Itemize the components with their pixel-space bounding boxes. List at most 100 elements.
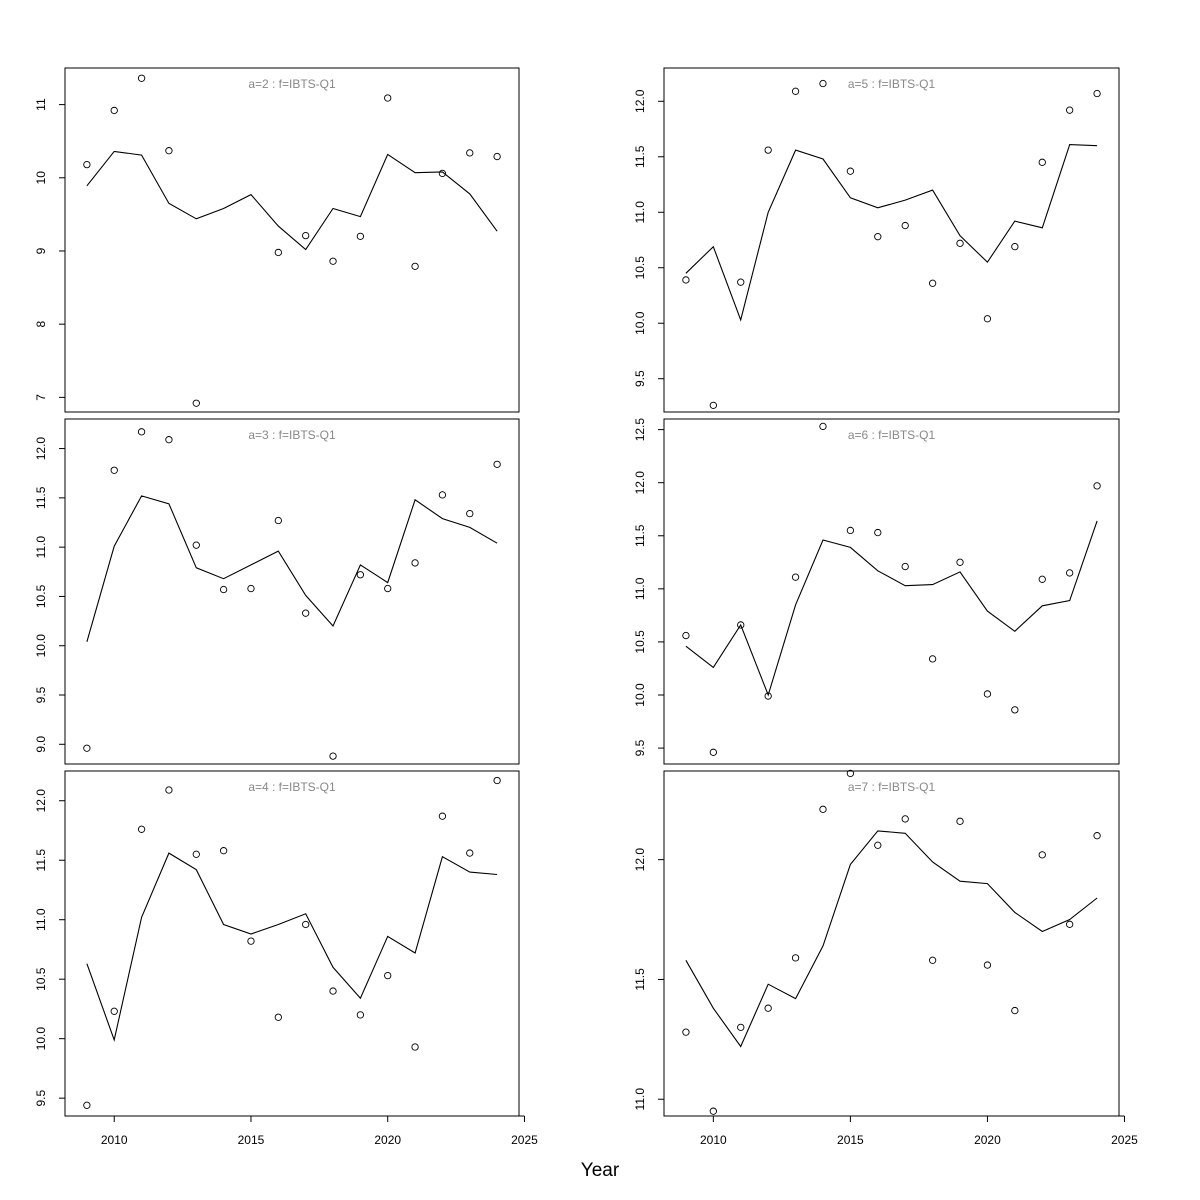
y-tick-label: 10 [34, 171, 48, 185]
observed-point [411, 1043, 419, 1051]
observed-point [329, 752, 337, 760]
y-tick-label: 12.0 [633, 848, 647, 872]
observed-point [764, 1004, 772, 1012]
observed-point [110, 466, 118, 474]
observed-point [466, 509, 474, 518]
x-tick-label: 2015 [837, 1133, 864, 1147]
observed-point [737, 278, 745, 286]
observed-point [682, 1028, 690, 1036]
plot-frame [64, 67, 520, 413]
observed-point [1038, 575, 1046, 583]
y-tick-label: 9.5 [633, 739, 647, 756]
observed-point [137, 428, 146, 436]
y-tick-label: 9.5 [633, 370, 647, 387]
y-tick-label: 8 [34, 321, 48, 328]
observed-point [1066, 106, 1074, 114]
observed-point [764, 146, 772, 154]
observed-point [192, 399, 200, 407]
y-tick-label: 11.5 [633, 968, 647, 991]
observed-point [928, 956, 937, 964]
observed-point [356, 571, 365, 579]
observed-point [302, 920, 310, 929]
panel-2: a=5 : f=IBTS-Q1 9.5 10.0 10.5 11.0 11.5 12.0 [633, 67, 1120, 413]
observed-point [983, 315, 992, 323]
observed-point [165, 786, 173, 794]
panel-title: a=4 : f=IBTS-Q1 [248, 780, 336, 794]
observed-point [274, 516, 282, 525]
observed-point [411, 559, 419, 567]
y-tick-label: 11.5 [34, 486, 48, 509]
observed-point [219, 585, 228, 594]
observed-point [901, 221, 909, 230]
observed-point [737, 1023, 745, 1032]
panel-title: a=5 : f=IBTS-Q1 [848, 77, 936, 91]
y-tick-label: 9 [34, 247, 48, 254]
observed-point [928, 655, 937, 663]
y-tick-label: 11.0 [633, 577, 647, 600]
observed-point [709, 401, 717, 409]
y-tick-label: 9.5 [34, 686, 48, 703]
y-tick-label: 10.5 [34, 584, 48, 608]
observed-point [928, 279, 937, 287]
observed-point [846, 526, 855, 535]
plot-frame [663, 67, 1120, 413]
panel-title: a=2 : f=IBTS-Q1 [248, 77, 336, 91]
observed-point [1093, 89, 1101, 98]
observed-point [329, 257, 337, 265]
observed-point [384, 584, 392, 593]
observed-point [737, 621, 745, 629]
plot-frame [663, 770, 1120, 1117]
observed-point [165, 436, 173, 444]
fitted-line [685, 830, 1098, 1048]
y-tick-label: 12.5 [633, 418, 647, 442]
observed-point [819, 805, 827, 813]
panel-3: a=3 : f=IBTS-Q1 9.0 9.5 10.0 10.5 11.0 11.5 12.… [34, 418, 520, 765]
observed-point [438, 169, 447, 178]
fitted-line [86, 150, 498, 251]
observed-point [983, 690, 992, 698]
observed-point [682, 276, 690, 284]
x-tick-label: 2020 [974, 1133, 1001, 1147]
panel-4: a=6 : f=IBTS-Q1 9.5 10.0 10.5 11.0 11.5 12.0 12… [633, 418, 1120, 765]
observed-point [709, 1107, 717, 1115]
observed-point [1093, 482, 1101, 490]
observed-point [165, 147, 173, 155]
observed-point [466, 849, 474, 857]
y-tick-label: 10.0 [633, 683, 647, 707]
observed-point [493, 460, 501, 468]
observed-point [329, 987, 337, 995]
observed-point [356, 232, 365, 240]
panel-1: a=2 : f=IBTS-Q1 7 8 9 10 11 [34, 67, 520, 413]
observed-point [356, 1011, 365, 1019]
panel-5: a=4 : f=IBTS-Q1 9.5 10.0 10.5 11.0 11.5 12.0 20… [34, 770, 538, 1147]
observed-point [83, 1101, 91, 1109]
observed-point [302, 609, 310, 617]
plot-frame [64, 770, 520, 1117]
panel-title: a=6 : f=IBTS-Q1 [848, 428, 936, 442]
observed-point [438, 491, 447, 499]
observed-point [302, 231, 310, 240]
observed-point [438, 812, 447, 820]
observed-point [384, 94, 392, 102]
y-tick-label: 11.0 [633, 1088, 647, 1111]
fitted-line [86, 852, 498, 1042]
observed-point [764, 692, 772, 700]
observed-point [791, 954, 800, 962]
x-tick-label: 2015 [238, 1133, 265, 1147]
y-tick-label: 10.0 [34, 1027, 48, 1051]
panel-title: a=7 : f=IBTS-Q1 [848, 780, 936, 794]
observed-point [137, 74, 146, 82]
observed-point [274, 248, 282, 257]
observed-point [1011, 1006, 1019, 1015]
y-tick-label: 11.0 [34, 536, 48, 559]
observed-point [846, 167, 855, 175]
observed-point [791, 87, 800, 95]
observed-point [956, 558, 964, 566]
observed-point [956, 239, 964, 247]
y-tick-label: 7 [34, 394, 48, 401]
observed-point [192, 541, 200, 549]
observed-point [846, 769, 855, 778]
observed-point [411, 262, 419, 270]
observed-point [1038, 158, 1046, 166]
